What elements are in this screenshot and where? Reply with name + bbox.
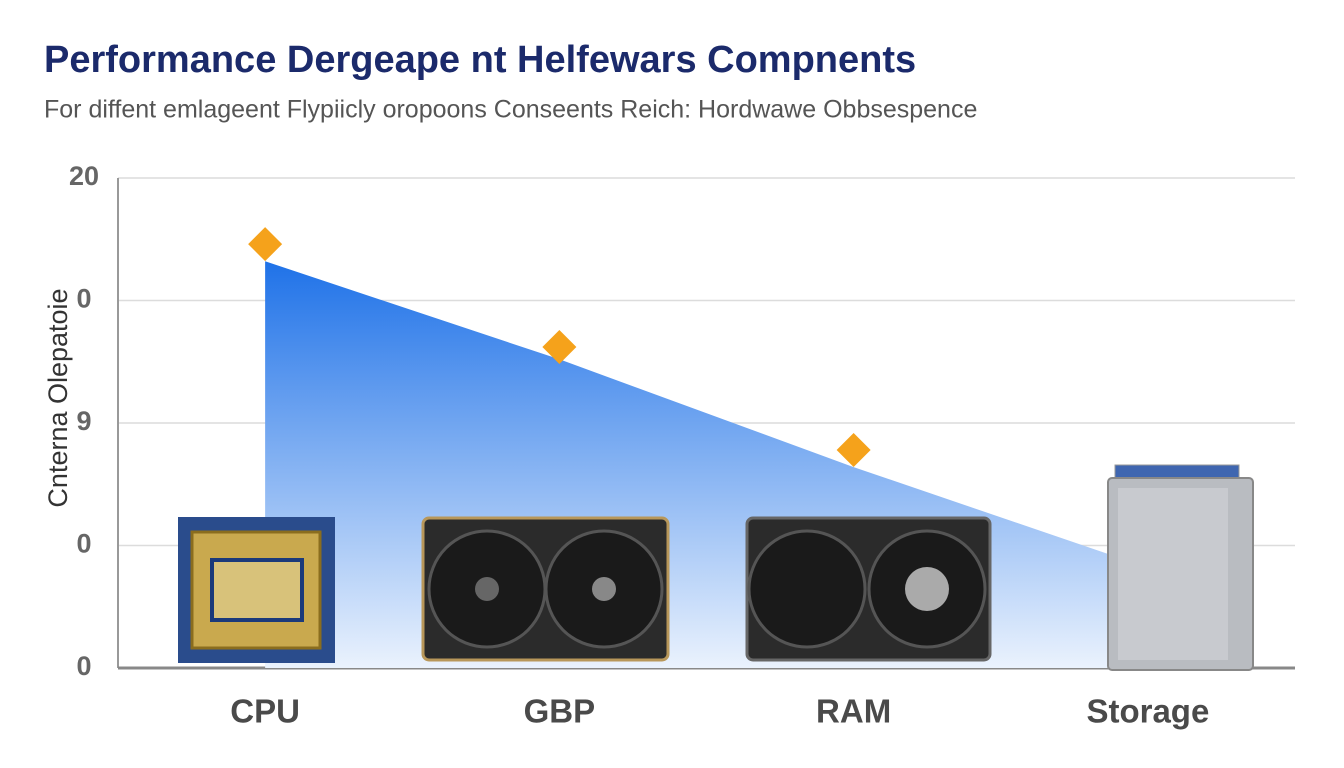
storage-picture [1107, 464, 1254, 671]
y-tick-label: 0 [76, 284, 91, 314]
x-tick-label: RAM [816, 693, 891, 730]
chart-subtitle: For diffent emlageent Flypiicly oropoons… [44, 96, 977, 124]
plot-area [265, 261, 1148, 668]
x-tick-label: Storage [1086, 693, 1209, 730]
x-tick-label: GBP [524, 693, 596, 730]
y-tick-label: 0 [76, 529, 91, 559]
y-tick-label: 9 [76, 406, 91, 436]
labels: 20 0 9 0 0 CPU GBP RAM Storage [69, 161, 1209, 730]
chart-title: Performance Dergeape nt Helfewars Compne… [44, 39, 916, 81]
diamond-marker [248, 227, 283, 262]
component-pictures [178, 464, 1254, 671]
y-axis-label: Cnterna Olepatoie [43, 288, 73, 507]
area [265, 261, 1148, 668]
gpu-picture [421, 516, 670, 662]
y-tick-label: 20 [69, 161, 99, 191]
x-tick-label: CPU [230, 693, 300, 730]
diamond-marker [836, 432, 871, 467]
y-tick-label: 0 [76, 651, 91, 681]
cpu-picture [178, 517, 335, 663]
diamond-marker [542, 330, 577, 365]
ram-picture [745, 516, 992, 662]
